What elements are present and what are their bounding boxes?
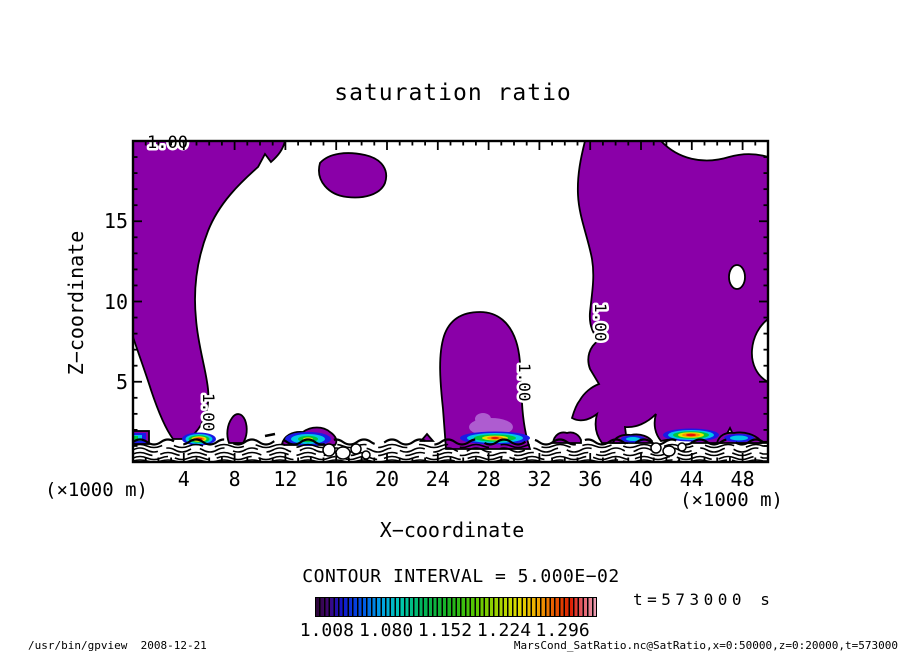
contour-plot: 1.00 1.00 1.00 1.00 — [131, 131, 770, 464]
x-tick-label: 24 — [425, 467, 450, 491]
x-tick-label: 20 — [374, 467, 400, 491]
z-tick-label: 5 — [115, 369, 128, 394]
hotspot-x44km — [663, 428, 719, 442]
colorbar-tick-label: 1.152 — [417, 620, 473, 641]
colorbar-tick-label: 1.008 — [299, 620, 354, 641]
x-tick-label: 40 — [628, 467, 654, 491]
contour-interval-label: CONTOUR INTERVAL = 5.000E−02 — [302, 566, 620, 587]
colorbar-tick-label: 1.296 — [535, 620, 590, 641]
x-tick-label: 36 — [578, 467, 603, 491]
region-central-plume — [439, 311, 532, 450]
x-tick-label: 32 — [527, 467, 552, 491]
region-right-mass — [570, 140, 769, 444]
contour-band-loops — [322, 442, 687, 460]
x-tick-label: 48 — [730, 467, 755, 491]
x-tick-label: 4 — [177, 467, 190, 491]
z-axis-label: Z−coordinate — [64, 230, 88, 376]
time-label: t=573000 s — [633, 590, 775, 609]
colorbar-tick-labels: 1.008 1.080 1.152 1.224 1.296 — [300, 620, 597, 641]
contour-label-1-00: 1.00 — [591, 303, 610, 342]
x-unit-left: (×1000 m) — [45, 479, 148, 501]
contour-labels: 1.00 1.00 1.00 1.00 — [145, 131, 613, 435]
unsaturated-hole — [728, 264, 746, 290]
x-unit-right: (×1000 m) — [680, 489, 783, 511]
contour-dash — [264, 432, 276, 438]
hotspot-x0km — [133, 433, 146, 443]
colorbar-tick-label: 1.080 — [358, 620, 414, 641]
colorbar — [315, 597, 597, 617]
colorbar-tick-label: 1.224 — [476, 620, 532, 641]
z-tick-label: 10 — [103, 289, 128, 314]
saturated-regions — [132, 140, 769, 450]
footer-command: /usr/bin/gpview 2008-12-21 — [28, 639, 207, 652]
x-tick-label: 28 — [476, 467, 501, 491]
footer-source: MarsCond_SatRatio.nc@SatRatio,x=0:50000,… — [513, 639, 898, 652]
plot-title: saturation ratio — [334, 80, 572, 106]
contour-label-1-00: 1.00 — [199, 393, 218, 432]
hotspot-x48km — [724, 434, 754, 442]
x-tick-label: 16 — [324, 467, 349, 491]
contour-label-1-00: 1.00 — [147, 133, 188, 153]
x-tick-label: 12 — [273, 467, 298, 491]
contour-label-1-00: 1.00 — [515, 363, 534, 402]
x-axis-label: X−coordinate — [379, 518, 525, 542]
x-tick-label: 8 — [228, 467, 241, 491]
region-detached-blob — [318, 152, 387, 199]
region-small-blob-1 — [226, 413, 248, 444]
axis-ticks — [133, 141, 768, 462]
z-tick-label: 15 — [103, 209, 128, 234]
region-left-plume — [132, 140, 287, 440]
x-tick-label: 44 — [679, 467, 704, 491]
